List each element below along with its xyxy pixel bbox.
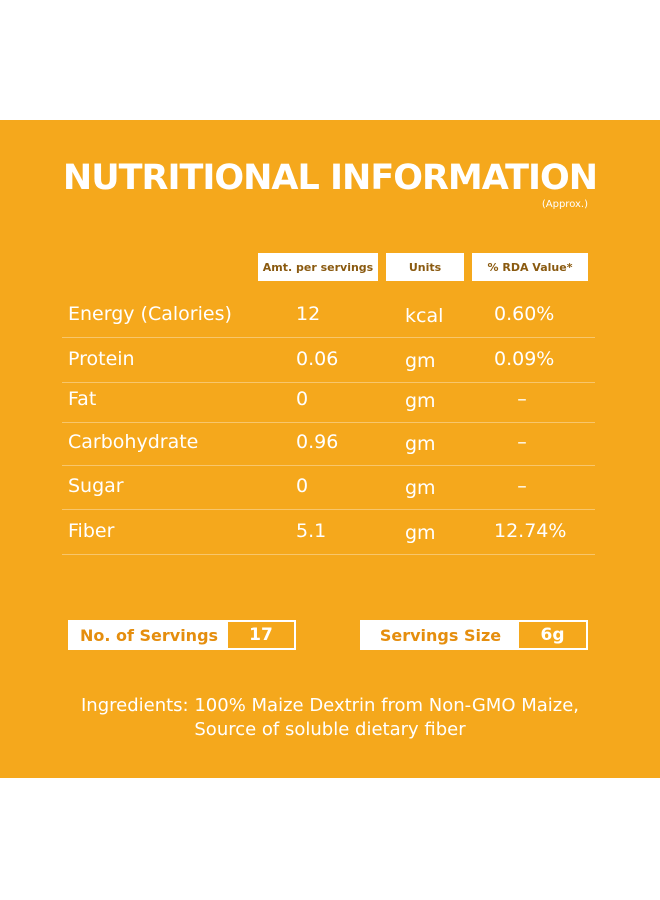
row-divider [62,509,595,510]
cell: 0 [296,475,309,497]
cell: 0 [296,388,309,410]
cell: – [517,388,527,410]
column-header: Amt. per servings [258,253,378,281]
panel: NUTRITIONAL INFORMATION (Approx.) Amt. p… [0,120,660,778]
cell: 0.96 [296,431,339,453]
cell: Energy (Calories) [68,303,232,325]
title: NUTRITIONAL INFORMATION [62,158,598,198]
cell: Sugar [68,475,124,497]
serving-value: 6g [540,625,565,645]
cell: kcal [405,305,444,327]
row-divider [62,465,595,466]
ingredients-line: Ingredients: 100% Maize Dextrin from Non… [80,695,580,716]
cell: gm [405,522,436,544]
cell: – [517,431,527,453]
cell: 0.09% [494,348,555,370]
cell: gm [405,477,436,499]
ingredients-line: Source of soluble dietary fiber [194,719,466,740]
column-header: Units [386,253,464,281]
row-divider [62,382,595,383]
cell: 0.06 [296,348,339,370]
serving-label: Servings Size [362,622,519,648]
cell: 0.60% [494,303,555,325]
serving-value: 17 [249,625,273,645]
cell: Carbohydrate [68,431,199,453]
note: (Approx.) [541,199,588,210]
column-header: % RDA Value* [472,253,588,281]
cell: gm [405,433,436,455]
cell: Fiber [68,520,115,542]
row-divider [62,337,595,338]
cell: Protein [68,348,135,370]
cell: 12.74% [494,520,567,542]
serving-box: Servings Size 6g [360,620,588,650]
cell: gm [405,350,436,372]
cell: gm [405,390,436,412]
cell: Fat [68,388,97,410]
serving-label: No. of Servings [70,622,228,648]
cell: 12 [296,303,321,325]
cell: – [517,475,527,497]
serving-box: No. of Servings 17 [68,620,296,650]
cell: 5.1 [296,520,327,542]
row-divider [62,422,595,423]
row-divider [62,554,595,555]
